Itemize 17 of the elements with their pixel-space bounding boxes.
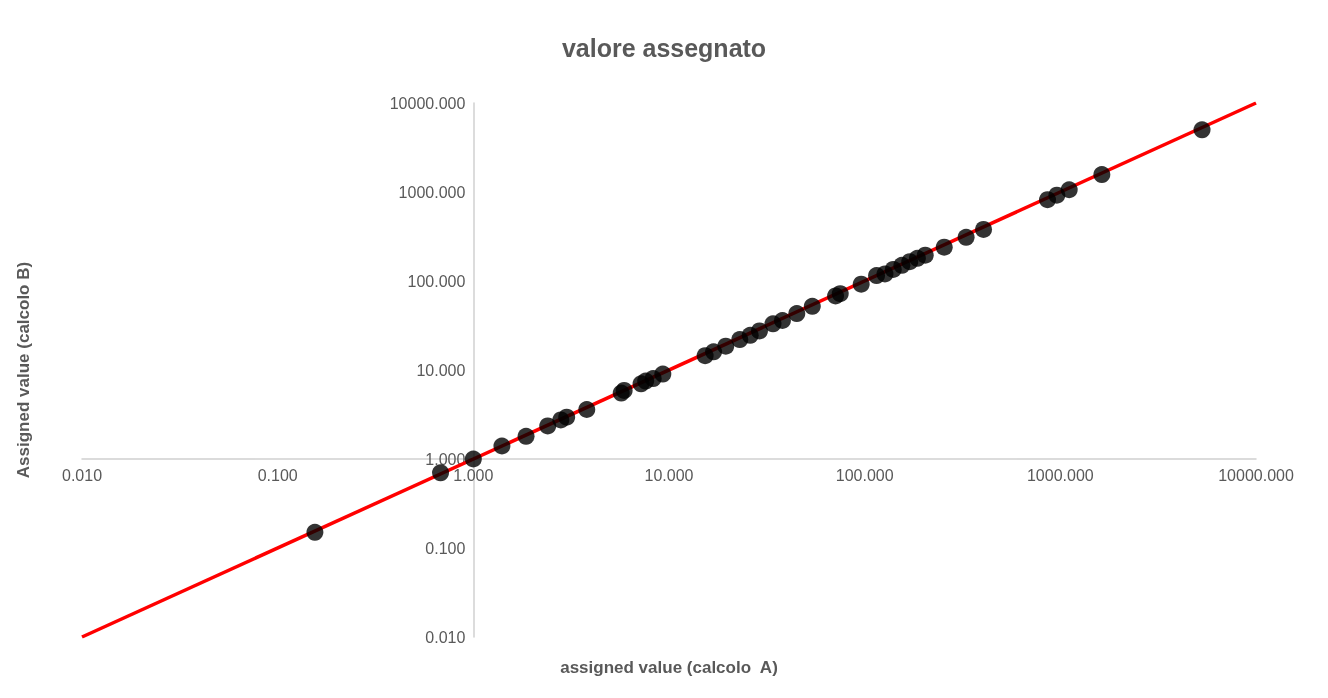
y-tick-label: 100.000	[407, 272, 466, 290]
x-tick-label: 10.000	[644, 466, 694, 484]
y-axis-title: Assigned value (calcolo B)	[14, 261, 33, 479]
y-tick-label: 1000.000	[398, 183, 466, 201]
x-tick-label: 100.000	[835, 466, 894, 484]
y-tick-label: 10000.000	[389, 94, 466, 112]
x-tick-label: 0.010	[61, 466, 103, 484]
y-tick-label: 1.000	[425, 450, 466, 468]
y-tick-label: 10.000	[416, 361, 466, 379]
x-tick-label: 0.100	[257, 466, 298, 484]
y-tick-label: 0.010	[425, 628, 466, 646]
x-axis-title: assigned value (calcolo A)	[560, 658, 778, 677]
x-tick-label: 1000.000	[1026, 466, 1094, 484]
chart-title: valore assegnato	[561, 33, 767, 62]
x-tick-label: 10000.000	[1218, 466, 1294, 484]
y-tick-label: 0.100	[425, 539, 466, 557]
x-tick-label: 1.000	[453, 466, 494, 484]
